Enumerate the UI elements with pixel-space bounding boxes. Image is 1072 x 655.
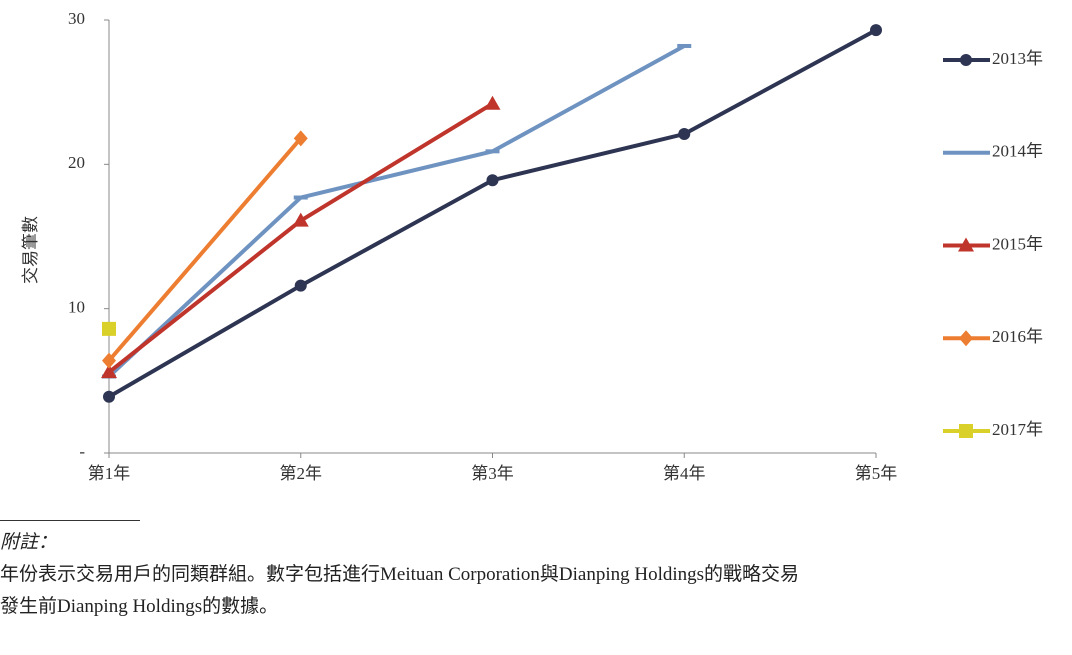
marker <box>484 95 501 110</box>
y-tick-label: 20 <box>68 153 85 172</box>
x-tick-label: 第5年 <box>855 464 898 483</box>
y-tick-label: 10 <box>68 298 85 317</box>
marker <box>959 424 973 438</box>
marker <box>960 54 972 66</box>
marker <box>102 352 116 369</box>
y-tick-label: - <box>79 442 85 461</box>
footnote-line: 年份表示交易用戶的同類群組。數字包括進行Meituan Corporation與… <box>0 564 800 585</box>
marker <box>293 195 308 200</box>
x-tick-label: 第2年 <box>280 464 323 483</box>
x-tick-label: 第1年 <box>88 464 131 483</box>
marker <box>101 364 117 379</box>
marker <box>294 279 307 292</box>
footnote-heading: 附註： <box>0 532 58 553</box>
series-line <box>107 44 686 378</box>
y-tick-label: 30 <box>68 9 85 28</box>
marker <box>870 24 882 37</box>
footnote-line: 發生前Dianping Holdings的數據。 <box>0 596 279 617</box>
footnote: 附註： 年份表示交易用戶的同類群組。數字包括進行Meituan Corporat… <box>0 520 1072 623</box>
chart: 交易筆數 - 10 20 30 第1年 第2年 第3年 第4年 第5年 2013年 2014年 201… <box>21 9 1043 483</box>
legend-label: 2014年 <box>992 142 1043 161</box>
marker <box>292 212 309 227</box>
footnote-rule <box>0 520 140 521</box>
marker <box>485 149 500 154</box>
marker <box>293 130 308 147</box>
marker <box>102 321 116 336</box>
marker <box>677 43 692 48</box>
marker <box>959 330 973 347</box>
marker <box>958 237 974 252</box>
x-tick-label: 第3年 <box>471 464 514 483</box>
series-line <box>107 137 303 362</box>
marker <box>486 174 499 187</box>
series-line <box>107 28 877 399</box>
legend-label: 2013年 <box>992 49 1043 68</box>
marker <box>678 128 691 141</box>
y-axis-label: 交易筆數 <box>21 216 40 284</box>
legend-label: 2016年 <box>992 327 1043 346</box>
x-tick-label: 第4年 <box>663 464 706 483</box>
legend-label: 2015年 <box>992 234 1043 253</box>
marker <box>103 390 115 403</box>
legend-label: 2017年 <box>992 420 1043 439</box>
